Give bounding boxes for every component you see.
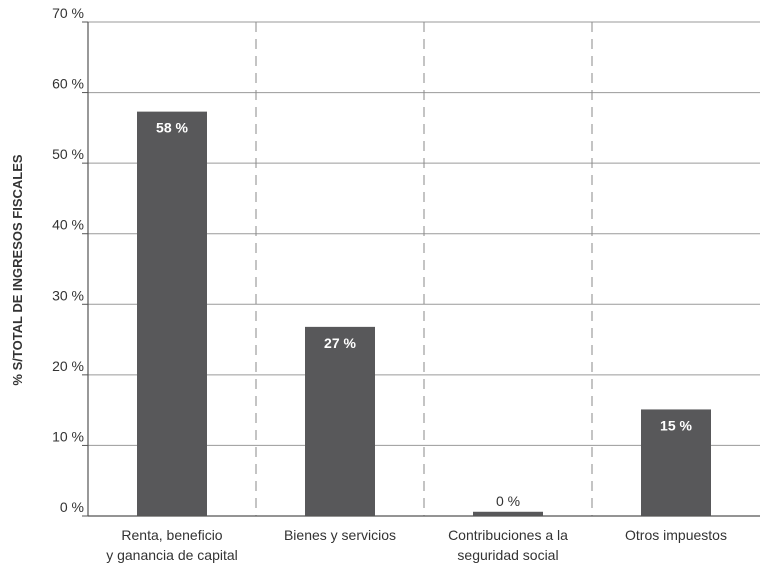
data-label: 27 % <box>324 335 356 351</box>
category-label: y ganancia de capital <box>106 547 238 563</box>
labels: 0 % 10 % 20 % 30 % 40 % 50 % 60 % 70 % 58 % Renta… <box>52 5 727 563</box>
category-separators <box>255 22 593 516</box>
bar <box>641 409 711 516</box>
y-tick-label: 20 % <box>52 358 84 374</box>
bars <box>137 111 711 516</box>
category-label: Otros impuestos <box>625 527 727 543</box>
bar <box>473 511 543 516</box>
bar <box>137 111 207 516</box>
data-label: 15 % <box>660 417 692 433</box>
y-tick-label: 70 % <box>52 5 84 21</box>
data-label: 0 % <box>496 493 520 509</box>
axes <box>82 21 760 517</box>
y-tick-label: 30 % <box>52 287 84 303</box>
y-tick-label: 10 % <box>52 428 84 444</box>
bar <box>305 326 375 516</box>
y-tick-label: 50 % <box>52 146 84 162</box>
y-tick-label: 40 % <box>52 217 84 233</box>
category-label: seguridad social <box>457 547 558 563</box>
category-label: Renta, beneficio <box>121 527 222 543</box>
category-label: Contribuciones a la <box>448 527 568 543</box>
y-tick-label: 60 % <box>52 76 84 92</box>
data-label: 58 % <box>156 120 188 136</box>
y-tick-label: 0 % <box>60 499 84 515</box>
category-label: Bienes y servicios <box>284 527 396 543</box>
y-axis-title: % S/TOTAL DE INGRESOS FISCALES <box>10 154 25 385</box>
